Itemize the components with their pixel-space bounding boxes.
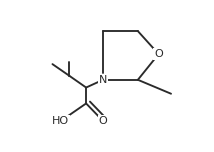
Text: O: O [154, 49, 163, 59]
Text: O: O [99, 116, 107, 126]
Text: N: N [99, 75, 107, 85]
Text: HO: HO [52, 116, 69, 126]
